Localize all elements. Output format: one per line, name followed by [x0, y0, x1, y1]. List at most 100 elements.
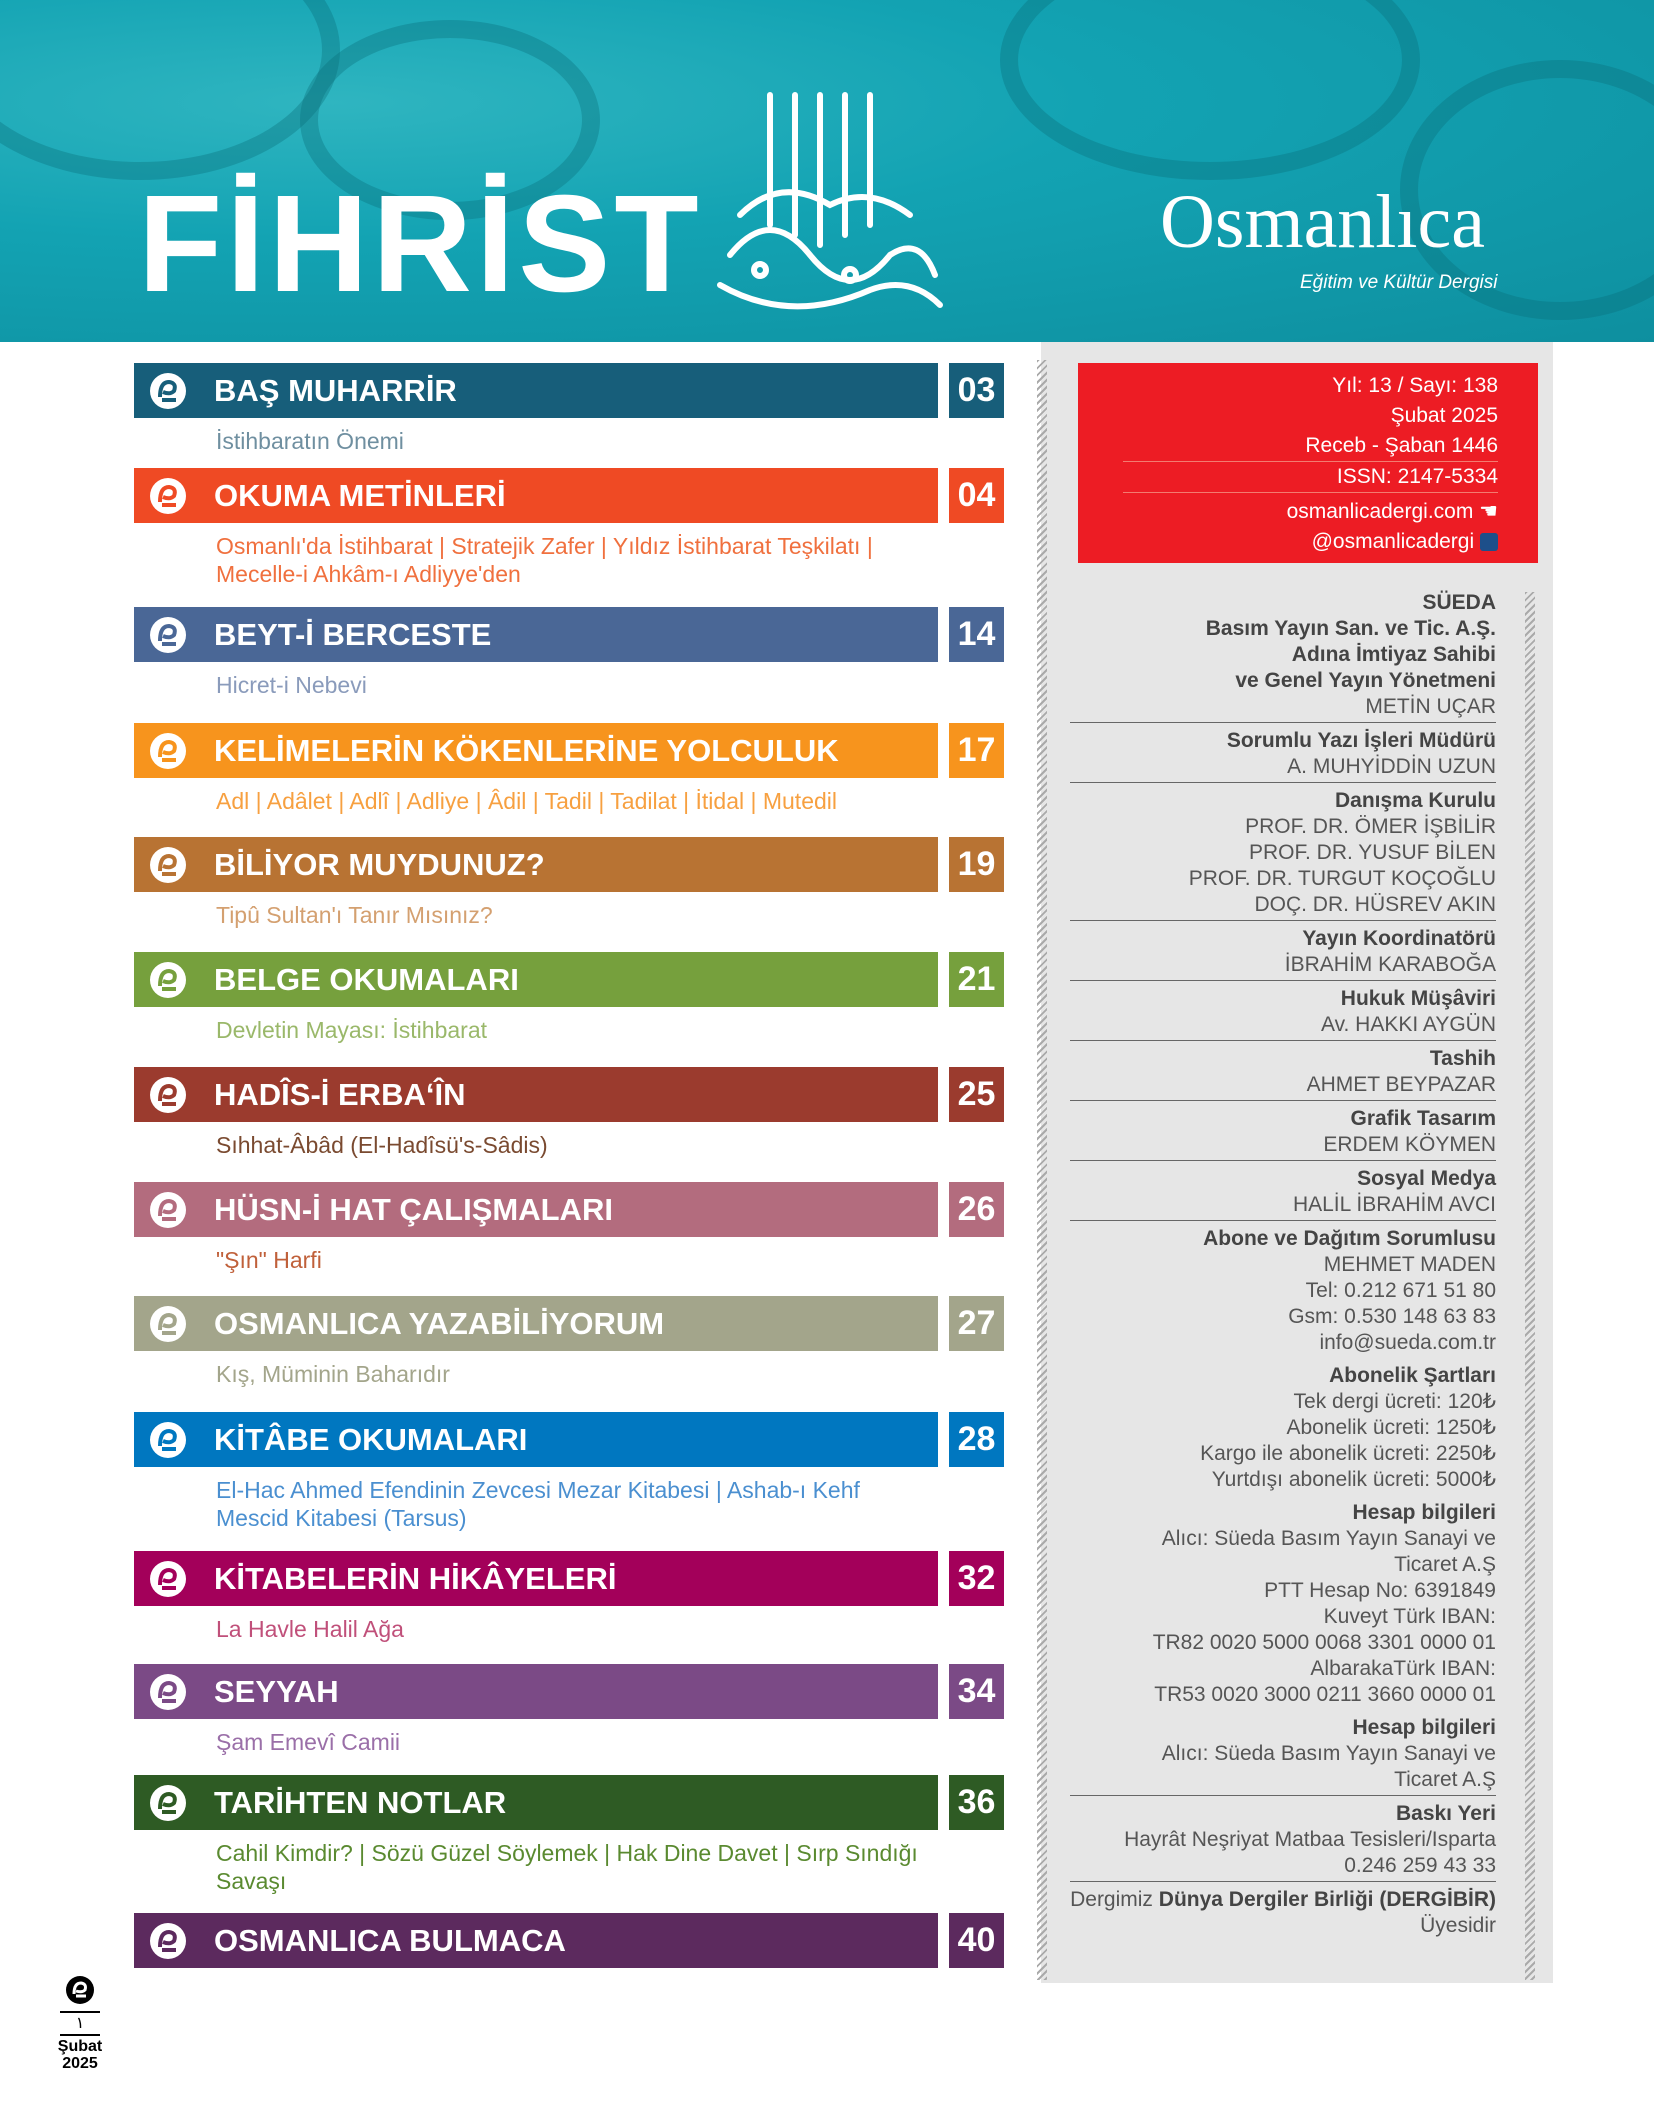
section-bar[interactable]: BAŞ MUHARRİR: [134, 363, 938, 418]
section-subtitle: Devletin Mayası: İstihbarat: [216, 1017, 488, 1043]
credit-text: METİN UÇAR: [1365, 695, 1496, 718]
credit-text: Yurtdışı abonelik ücreti: 5000₺: [1211, 1468, 1496, 1491]
section-subtitle: "Şın" Harfi: [216, 1247, 322, 1273]
credit-text: ERDEM KÖYMEN: [1323, 1133, 1496, 1156]
section-title: BAŞ MUHARRİR: [214, 373, 457, 408]
credit-text: PROF. DR. ÖMER İŞBİLİR: [1245, 815, 1496, 838]
section-emblem-icon: [150, 373, 186, 409]
basmala-calligraphy: [717, 92, 943, 310]
section-page-number[interactable]: 26: [949, 1182, 1004, 1237]
section-page-number[interactable]: 27: [949, 1296, 1004, 1351]
page-number-arabic: ١: [75, 2015, 85, 2032]
credit-heading: Tashih: [1429, 1047, 1496, 1070]
credit-text: TR82 0020 5000 0068 3301 0000 01: [1152, 1631, 1496, 1654]
credit-text: Av. HAKKI AYGÜN: [1320, 1013, 1496, 1036]
section-bar[interactable]: TARİHTEN NOTLAR: [134, 1775, 938, 1830]
section-bar[interactable]: KİTÂBE OKUMALARI: [134, 1412, 938, 1467]
credit-text: İBRAHİM KARABOĞA: [1284, 953, 1496, 976]
credit-heading: ve Genel Yayın Yönetmeni: [1235, 669, 1496, 692]
section-title: KİTABELERİN HİKÂYELERİ: [214, 1561, 617, 1596]
credit-text: PROF. DR. YUSUF BİLEN: [1249, 841, 1496, 864]
section-emblem-icon: [150, 617, 186, 653]
credit-text: info@sueda.com.tr: [1319, 1331, 1496, 1354]
membership-suffix: Üyesidir: [1420, 1914, 1496, 1937]
section-page-number[interactable]: 36: [949, 1775, 1004, 1830]
section-bar[interactable]: HADÎS-İ ERBAʻÎN: [134, 1067, 938, 1122]
section-page-number[interactable]: 03: [949, 363, 1004, 418]
membership-org: Dünya Dergiler Birliği (DERGİBİR): [1158, 1888, 1496, 1911]
section-bar[interactable]: BELGE OKUMALARI: [134, 952, 938, 1007]
credit-text: Ticaret A.Ş: [1394, 1553, 1496, 1576]
credit-section: Grafik Tasarım ERDEM KÖYMEN: [1070, 1106, 1496, 1161]
credit-heading: Abone ve Dağıtım Sorumlusu: [1203, 1227, 1496, 1250]
section-page-number[interactable]: 17: [949, 723, 1004, 778]
section-emblem-icon: [150, 1561, 186, 1597]
header-banner: FİHRİST Osmanlıca Eğitim ve Kültür Dergi…: [0, 0, 1654, 342]
section-bar[interactable]: SEYYAH: [134, 1664, 938, 1719]
credit-text: DOÇ. DR. HÜSREV AKIN: [1254, 893, 1496, 916]
credit-heading: Sorumlu Yazı İşleri Müdürü: [1226, 729, 1496, 752]
section-bar[interactable]: KİTABELERİN HİKÂYELERİ: [134, 1551, 938, 1606]
section-page-number[interactable]: 19: [949, 837, 1004, 892]
section-emblem-icon: [150, 733, 186, 769]
section-title: OKUMA METİNLERİ: [214, 478, 506, 513]
footer-month: Şubat: [57, 2038, 103, 2055]
section-subtitle: Cahil Kimdir? | Sözü Güzel Söylemek | Ha…: [216, 1840, 918, 1894]
section-emblem-icon: [150, 1192, 186, 1228]
imprint-panel: [1041, 342, 1553, 1983]
section-bar[interactable]: BEYT-İ BERCESTE: [134, 607, 938, 662]
credit-text: Gsm: 0.530 148 63 83: [1288, 1305, 1496, 1328]
membership-note: Dergimiz Dünya Dergiler Birliği (DERGİBİ…: [1070, 1887, 1496, 1939]
section-bar[interactable]: BİLİYOR MUYDUNUZ?: [134, 837, 938, 892]
section-page-number[interactable]: 04: [949, 468, 1004, 523]
credit-heading: SÜEDA: [1422, 591, 1496, 614]
section-bar[interactable]: OSMANLICA BULMACA: [134, 1913, 938, 1968]
section-page-number[interactable]: 14: [949, 607, 1004, 662]
credit-heading: Hesap bilgileri: [1352, 1501, 1496, 1524]
section-emblem-icon: [150, 847, 186, 883]
page-footer: ١ Şubat 2025: [55, 1975, 105, 2072]
credit-heading: Adına İmtiyaz Sahibi: [1291, 643, 1496, 666]
section-emblem-icon: [150, 1923, 186, 1959]
section-bar[interactable]: KELİMELERİN KÖKENLERİNE YOLCULUK: [134, 723, 938, 778]
credit-text: AlbarakaTürk IBAN:: [1310, 1657, 1496, 1680]
section-title: OSMANLICA YAZABİLİYORUM: [214, 1306, 665, 1341]
section-emblem-icon: [150, 1306, 186, 1342]
year-issue: Yıl: 13 / Sayı: 138: [1332, 374, 1498, 397]
credit-text: HALİL İBRAHİM AVCI: [1292, 1193, 1496, 1216]
credit-text: TR53 0020 3000 0211 3660 0000 01: [1154, 1683, 1496, 1706]
credit-text: Ticaret A.Ş: [1394, 1768, 1496, 1791]
website-link[interactable]: osmanlicadergi.com: [1286, 500, 1474, 523]
section-page-number[interactable]: 25: [949, 1067, 1004, 1122]
credit-section: Yayın Koordinatörü İBRAHİM KARABOĞA: [1070, 926, 1496, 981]
section-bar[interactable]: OSMANLICA YAZABİLİYORUM: [134, 1296, 938, 1351]
credit-text: Tek dergi ücreti: 120₺: [1293, 1390, 1496, 1413]
credit-text: Tel: 0.212 671 51 80: [1305, 1279, 1496, 1302]
section-title: HADÎS-İ ERBAʻÎN: [214, 1077, 466, 1112]
section-emblem-icon: [150, 478, 186, 514]
social-handle[interactable]: @osmanlicadergi: [1311, 530, 1475, 553]
section-bar[interactable]: HÜSN-İ HAT ÇALIŞMALARI: [134, 1182, 938, 1237]
section-page-number[interactable]: 34: [949, 1664, 1004, 1719]
credit-section: Abonelik Şartları Tek dergi ücreti: 120₺ A…: [1070, 1363, 1496, 1495]
section-emblem-icon: [150, 962, 186, 998]
hatch-divider: [1037, 360, 1047, 1980]
section-page-number[interactable]: 21: [949, 952, 1004, 1007]
section-title: KİTÂBE OKUMALARI: [214, 1422, 528, 1457]
credit-text: Alıcı: Süeda Basım Yayın Sanayi ve: [1161, 1527, 1496, 1550]
credit-heading: Sosyal Medya: [1357, 1167, 1496, 1190]
membership-prefix: Dergimiz: [1070, 1888, 1159, 1911]
page-title: FİHRİST: [138, 167, 703, 321]
section-page-number[interactable]: 32: [949, 1551, 1004, 1606]
section-subtitle: İstihbaratın Önemi: [216, 428, 404, 454]
section-bar[interactable]: OKUMA METİNLERİ: [134, 468, 938, 523]
credit-text: 0.246 259 43 33: [1344, 1854, 1496, 1877]
section-subtitle: Tipû Sultan'ı Tanır Mısınız?: [216, 902, 493, 928]
section-page-number[interactable]: 40: [949, 1913, 1004, 1968]
credits-list: SÜEDA Basım Yayın San. ve Tic. A.Ş. Adına …: [1070, 590, 1496, 1939]
credit-text: Abonelik ücreti: 1250₺: [1286, 1416, 1497, 1439]
section-page-number[interactable]: 28: [949, 1412, 1004, 1467]
magazine-logo-subtitle: Eğitim ve Kültür Dergisi: [1300, 272, 1498, 293]
credit-heading: Hukuk Müşâviri: [1340, 987, 1496, 1010]
section-subtitle: Adl | Adâlet | Adlî | Adliye | Âdil | Ta…: [216, 788, 837, 814]
